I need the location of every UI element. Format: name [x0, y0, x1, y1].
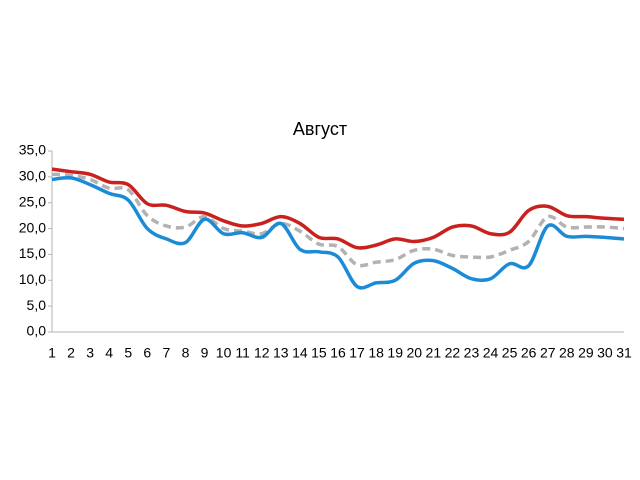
x-tick-label: 20 — [406, 345, 422, 361]
x-tick-label: 23 — [464, 345, 480, 361]
x-tick-label: 16 — [330, 345, 346, 361]
x-tick-label: 8 — [182, 345, 190, 361]
series-line — [51, 167, 625, 250]
chart-title: Август — [293, 119, 347, 139]
x-tick-label: 27 — [540, 345, 556, 361]
x-tick-label: 15 — [311, 345, 327, 361]
x-tick-label: 10 — [216, 345, 232, 361]
x-tick-label: 14 — [292, 345, 308, 361]
x-tick-label: 26 — [521, 345, 537, 361]
y-tick-label: 20,0 — [19, 219, 46, 235]
x-tick-label: 12 — [254, 345, 270, 361]
x-tick-label: 28 — [559, 345, 575, 361]
y-tick-label: 30,0 — [19, 168, 46, 184]
x-tick-label: 17 — [349, 345, 365, 361]
x-tick-label: 21 — [426, 345, 442, 361]
x-tick-label: 3 — [86, 345, 94, 361]
x-tick-label: 19 — [387, 345, 403, 361]
x-tick-label: 30 — [597, 345, 613, 361]
x-tick-label: 5 — [124, 345, 132, 361]
x-tick-label: 7 — [163, 345, 171, 361]
x-tick-label: 4 — [105, 345, 113, 361]
x-tick-label: 6 — [143, 345, 151, 361]
y-tick-label: 0,0 — [27, 323, 47, 339]
series-line — [51, 175, 625, 290]
x-tick-label: 11 — [235, 345, 250, 361]
x-tick-label: 25 — [502, 345, 518, 361]
y-tick-label: 35,0 — [19, 142, 46, 158]
series-line — [51, 172, 625, 268]
x-tick-label: 13 — [273, 345, 289, 361]
y-tick-label: 15,0 — [19, 245, 46, 261]
x-tick-label: 31 — [616, 345, 632, 361]
y-tick-label: 10,0 — [19, 271, 46, 287]
x-tick-label: 9 — [201, 345, 209, 361]
x-tick-label: 1 — [48, 345, 56, 361]
x-tick-label: 18 — [368, 345, 384, 361]
x-tick-label: 24 — [483, 345, 499, 361]
y-tick-label: 5,0 — [27, 297, 47, 313]
x-tick-label: 29 — [578, 345, 594, 361]
x-tick-label: 22 — [445, 345, 461, 361]
y-tick-label: 25,0 — [19, 193, 46, 209]
x-tick-label: 2 — [67, 345, 75, 361]
